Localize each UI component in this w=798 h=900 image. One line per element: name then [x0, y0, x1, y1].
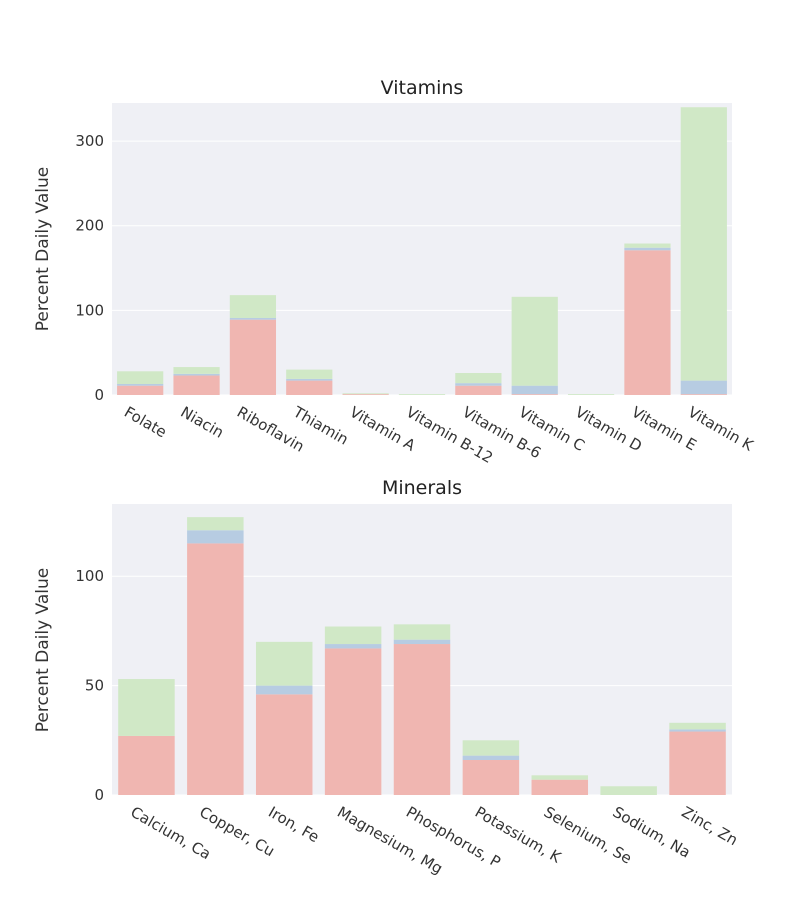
v-y-tick-label: 0 — [94, 386, 104, 404]
m-bar — [393, 644, 451, 795]
m-bar — [324, 644, 382, 649]
m-bar — [600, 786, 657, 795]
v-bar — [229, 317, 277, 320]
v-bar — [173, 373, 220, 376]
v-bar — [173, 367, 220, 374]
minerals-title: Minerals — [382, 477, 462, 499]
m-bar — [187, 530, 244, 544]
v-bar — [624, 250, 671, 395]
v-bar — [624, 243, 671, 248]
m-bar — [462, 740, 520, 756]
vitamins-title: Vitamins — [381, 77, 464, 99]
v-bar — [286, 369, 333, 379]
m-bar — [531, 779, 589, 795]
m-y-tick-label: 100 — [75, 567, 104, 585]
v-y-tick-label: 300 — [75, 132, 104, 150]
v-bar — [680, 380, 727, 395]
m-bar — [255, 694, 313, 795]
v-bar — [511, 296, 558, 386]
v-bar — [342, 394, 389, 395]
m-bar — [255, 685, 313, 695]
v-bar — [455, 385, 502, 395]
v-x-tick-label: Folate — [121, 403, 170, 441]
v-bar — [567, 394, 615, 395]
m-bar — [393, 639, 451, 645]
v-bar — [117, 371, 164, 384]
m-bar — [255, 641, 313, 686]
v-bar — [342, 393, 389, 395]
v-bar — [173, 375, 220, 395]
v-bar — [680, 394, 727, 395]
m-bar — [669, 731, 726, 795]
v-y-tick-label: 100 — [75, 301, 104, 319]
m-bar — [669, 722, 726, 730]
v-bar — [286, 378, 333, 381]
v-bar — [511, 394, 558, 395]
m-bar — [118, 735, 175, 795]
v-bar — [624, 247, 671, 251]
v-x-tick-label: Niacin — [178, 403, 227, 442]
v-y-tick-label: 200 — [75, 217, 104, 235]
v-bar — [117, 383, 164, 386]
v-x-tick-label: Vitamin K — [685, 403, 757, 455]
v-bar — [680, 107, 727, 381]
m-bar — [118, 679, 175, 736]
minerals-y-axis-label: Percent Daily Value — [33, 568, 53, 732]
m-bar — [669, 729, 726, 732]
m-bar — [187, 543, 244, 795]
v-bar — [229, 295, 277, 318]
v-bar — [455, 372, 502, 384]
v-bar — [286, 380, 333, 395]
v-bar — [455, 383, 502, 386]
m-bar — [324, 626, 382, 645]
m-x-tick-label: Iron, Fe — [265, 803, 322, 846]
v-bar — [117, 385, 164, 395]
m-bar — [187, 517, 244, 531]
m-bar — [462, 755, 520, 760]
v-bar — [229, 319, 277, 395]
m-y-tick-label: 50 — [85, 677, 104, 695]
m-bar — [324, 648, 382, 795]
m-y-tick-label: 0 — [94, 786, 104, 804]
v-bar — [511, 385, 558, 395]
m-bar — [462, 759, 520, 795]
m-bar — [531, 775, 589, 780]
m-bar — [393, 624, 451, 640]
vitamins-y-axis-label: Percent Daily Value — [33, 167, 53, 331]
v-bar — [398, 394, 446, 395]
